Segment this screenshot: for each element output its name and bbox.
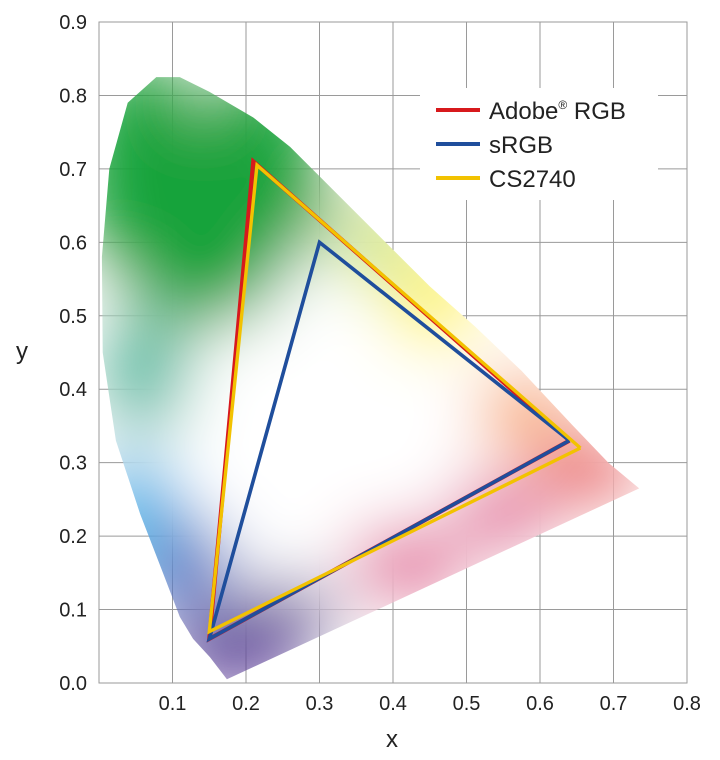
- y-tick-label: 0.0: [59, 673, 87, 695]
- legend-label: sRGB: [489, 132, 553, 159]
- spectral-locus: [101, 77, 640, 680]
- gamut-cs2740: [207, 161, 582, 635]
- legend-label: Adobe® RGB: [489, 98, 626, 125]
- x-tick-label: 0.5: [453, 693, 481, 715]
- x-tick-label: 0.7: [600, 693, 628, 715]
- locus-color-region: [481, 374, 570, 448]
- y-tick-label: 0.8: [59, 85, 87, 107]
- x-tick-label: 0.3: [306, 693, 334, 715]
- y-tick-label: 0.7: [59, 159, 87, 181]
- y-tick-label: 0.2: [59, 526, 87, 548]
- locus-color-region: [246, 139, 335, 258]
- plot-frame: [98, 21, 688, 684]
- locus-color-region: [540, 433, 640, 507]
- legend: Adobe® RGB sRGB CS2740: [420, 88, 658, 200]
- legend-label: CS2740: [489, 166, 576, 193]
- gamut-triangles: [206, 157, 582, 643]
- gamut-srgb: [206, 239, 571, 643]
- x-tick-label: 0.2: [232, 693, 260, 715]
- x-tick-label: 0.6: [526, 693, 554, 715]
- x-tick-label: 0.4: [379, 693, 407, 715]
- y-tick-label: 0.3: [59, 453, 87, 475]
- x-tick-label: 0.8: [673, 693, 701, 715]
- x-tick-label: 0.1: [159, 693, 187, 715]
- y-tick-label: 0.9: [59, 12, 87, 34]
- y-axis-title: y: [16, 338, 28, 365]
- y-tick-label: 0.6: [59, 232, 87, 254]
- x-axis-title: x: [386, 726, 398, 753]
- locus-color-region: [246, 580, 335, 654]
- y-tick-label: 0.5: [59, 306, 87, 328]
- locus-color-region: [451, 477, 555, 551]
- axes: 0.1 0.2 0.3 0.4 0.5 0.6 0.7 0.8 0.0 0.1 0.2 0.3 0.4 0…: [59, 12, 701, 715]
- locus-color-region: [348, 528, 467, 603]
- y-tick-label: 0.1: [59, 600, 87, 622]
- locus-color-region: [101, 315, 188, 434]
- y-tick-label: 0.4: [59, 379, 87, 401]
